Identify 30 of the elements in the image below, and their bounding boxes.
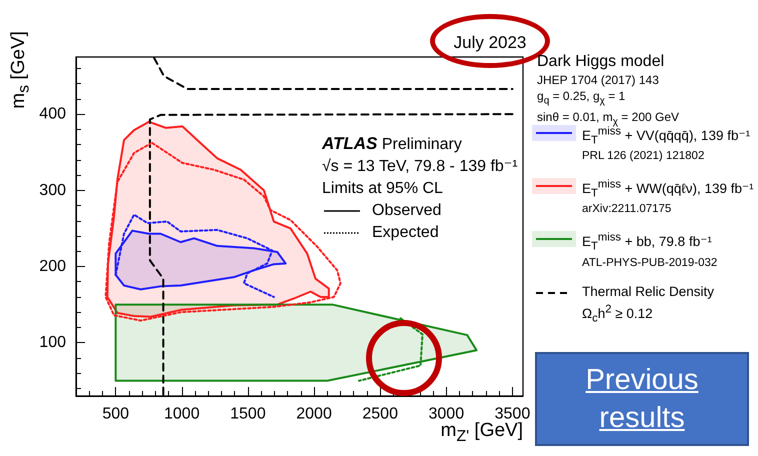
annotation: ATLAS Preliminary [322, 134, 462, 153]
legend-label: Thermal Relic Density Ω$_{c}$h$^{2}$ ≥ 0.12 [582, 284, 714, 325]
x-tick-label: 500 [102, 406, 130, 422]
text: PRL 126 (2021) 121802 [582, 150, 704, 162]
x-tick-label: 2000 [296, 406, 332, 422]
annotation: √s = 13 TeV, 79.8 - 139 fb⁻¹ [322, 158, 518, 175]
x-tick-label: 1000 [164, 406, 200, 422]
text: sinθ = 0.01, m$_{χ}$ = 200 GeV [537, 110, 680, 128]
annotation: Limits at 95% CL [322, 180, 443, 197]
x-axis-title: m$_{Z'}$ [GeV] [440, 420, 523, 445]
text: July 2023 [454, 33, 526, 52]
text: JHEP 1704 (2017) 143 [537, 73, 659, 87]
text: g$_{q}$ = 0.25, g$_{χ}$ = 1 [537, 89, 626, 106]
x-tick-label: 3500 [494, 406, 530, 422]
text: ATL-PHYS-PUB-2019-032 [582, 256, 718, 269]
results-button: Previous results [535, 352, 749, 446]
legend-label: E$_{T}$$^{miss}$ + bb, 79.8 fb⁻¹ [582, 231, 712, 253]
y-tick-label: 100 [39, 334, 66, 352]
y-tick-label: 200 [39, 258, 66, 275]
x-tick-label: 1500 [230, 406, 266, 422]
x-tick-label: 2500 [362, 406, 398, 422]
annotation: Expected [372, 223, 439, 243]
text: Dark Higgs model [537, 53, 664, 70]
legend-label: E$_{T}$$^{miss}$ + VV(qq̄qq̄), 139 fb⁻¹ [582, 125, 750, 146]
y-tick-label: 400 [39, 106, 66, 123]
legend-label: E$_{T}$$^{miss}$ + WW(qq̄ℓν), 139 fb⁻¹ [582, 178, 754, 200]
y-tick-label: 300 [39, 182, 66, 199]
x-tick-label: 3000 [428, 406, 464, 422]
annotation: Observed [372, 201, 442, 221]
text: arXiv:2211.07175 [582, 203, 672, 216]
